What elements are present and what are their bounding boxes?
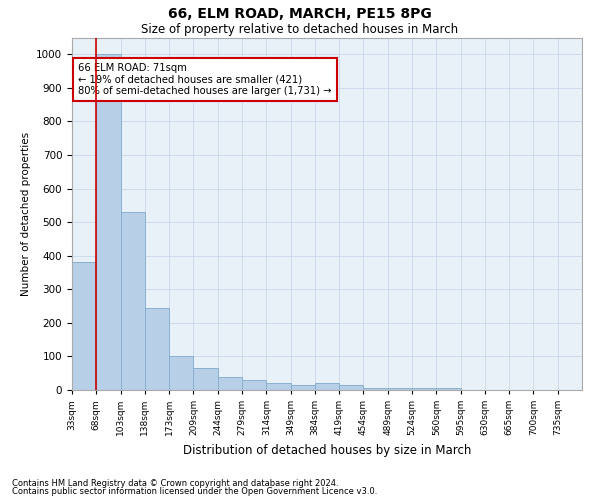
- Bar: [290, 385, 315, 390]
- Bar: [193, 368, 218, 390]
- Bar: [169, 356, 193, 390]
- X-axis label: Distribution of detached houses by size in March: Distribution of detached houses by size …: [183, 444, 471, 456]
- Y-axis label: Number of detached properties: Number of detached properties: [20, 132, 31, 296]
- Bar: [364, 388, 388, 390]
- Bar: [96, 54, 121, 390]
- Text: Contains public sector information licensed under the Open Government Licence v3: Contains public sector information licen…: [12, 488, 377, 496]
- Text: 66 ELM ROAD: 71sqm
← 19% of detached houses are smaller (421)
80% of semi-detach: 66 ELM ROAD: 71sqm ← 19% of detached hou…: [78, 62, 332, 96]
- Bar: [266, 384, 290, 390]
- Bar: [412, 388, 436, 390]
- Bar: [218, 376, 242, 390]
- Text: Size of property relative to detached houses in March: Size of property relative to detached ho…: [142, 22, 458, 36]
- Bar: [121, 212, 145, 390]
- Text: Contains HM Land Registry data © Crown copyright and database right 2024.: Contains HM Land Registry data © Crown c…: [12, 478, 338, 488]
- Bar: [388, 388, 412, 390]
- Bar: [436, 388, 461, 390]
- Bar: [242, 380, 266, 390]
- Bar: [315, 384, 339, 390]
- Text: 66, ELM ROAD, MARCH, PE15 8PG: 66, ELM ROAD, MARCH, PE15 8PG: [168, 8, 432, 22]
- Bar: [145, 308, 169, 390]
- Bar: [72, 262, 96, 390]
- Bar: [339, 385, 364, 390]
